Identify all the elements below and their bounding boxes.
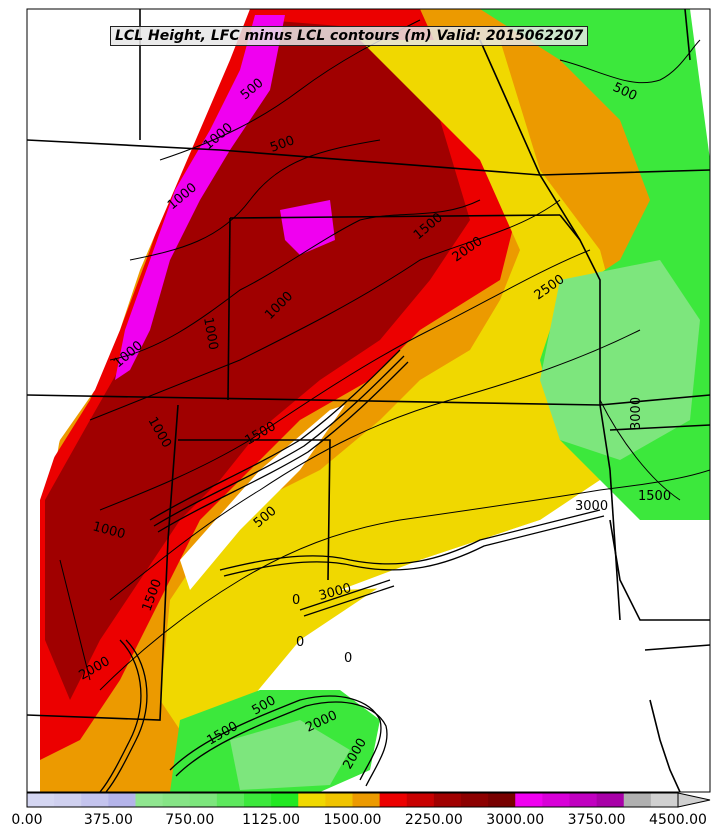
colorbar-tick-label: 3000.00 (486, 812, 545, 828)
colorbar-swatch (216, 793, 245, 807)
colorbar-swatch (135, 793, 164, 807)
contour-label: 3000 (629, 397, 644, 430)
colorbar-tick-label: 4500.00 (649, 812, 707, 828)
colorbar-tick-label: 2250.00 (404, 812, 463, 828)
colorbar-swatch (325, 793, 353, 807)
colorbar-tick-label: 750.00 (165, 812, 215, 828)
colorbar-swatch (623, 793, 652, 807)
contour-label: 1000 (200, 316, 221, 351)
colorbar-swatch (108, 793, 136, 807)
colorbar-swatch (379, 793, 408, 807)
colorbar-tick-label: 1500.00 (323, 812, 382, 828)
colorbar-swatch (162, 793, 191, 807)
missing-data-wedge (180, 405, 345, 590)
colorbar-extend-arrow (677, 792, 711, 808)
colorbar-swatch (461, 793, 489, 807)
colorbar-tick-label: 0.00 (11, 812, 43, 828)
colorbar-swatch (244, 793, 272, 807)
colorbar-tick-label: 375.00 (83, 812, 133, 828)
colorbar-swatch (27, 793, 55, 807)
colorbar-swatch (271, 793, 299, 807)
contour-lines (59, 19, 710, 691)
contour-label: 0 (344, 651, 352, 666)
colorbar-swatch (352, 793, 381, 807)
lcl-magenta-patch (280, 200, 335, 255)
colorbar-swatch (81, 793, 109, 807)
dense-contour-bands (99, 349, 605, 792)
lcl-magenta-strip (115, 15, 285, 380)
missing-data-west (27, 9, 250, 792)
lcl-lightgreen-region (540, 260, 700, 460)
colorbar-swatch (488, 793, 516, 807)
contour-label: 3000 (575, 499, 608, 514)
colorbar-swatch (54, 793, 82, 807)
lcl-south-lightgreen (230, 720, 350, 790)
contour-label: 1500 (638, 489, 671, 504)
colorbar-swatch (650, 793, 679, 807)
colorbar (26, 792, 711, 808)
lcl-darkred-region (45, 20, 470, 700)
colorbar-swatch (189, 793, 218, 807)
colorbar-swatch (298, 793, 326, 807)
map-frame (26, 8, 711, 793)
colorbar-swatch (542, 793, 570, 807)
colorbar-swatch (569, 793, 598, 807)
colorbar-tick-label: 1125.00 (242, 812, 301, 828)
map-title: LCL Height, LFC minus LCL contours (m) V… (110, 26, 589, 46)
colorbar-swatch (406, 793, 435, 807)
contour-label: 0 (292, 593, 300, 608)
colorbar-tick-label: 3750.00 (567, 812, 626, 828)
state-borders (27, 9, 710, 792)
colorbar-swatch (596, 793, 625, 807)
colorbar-swatch (515, 793, 543, 807)
colorbar-frame (26, 792, 679, 808)
colorbar-swatch (433, 793, 462, 807)
contour-label: 0 (296, 635, 304, 650)
lcl-yellow-region (160, 40, 640, 760)
missing-data-south (340, 520, 710, 792)
